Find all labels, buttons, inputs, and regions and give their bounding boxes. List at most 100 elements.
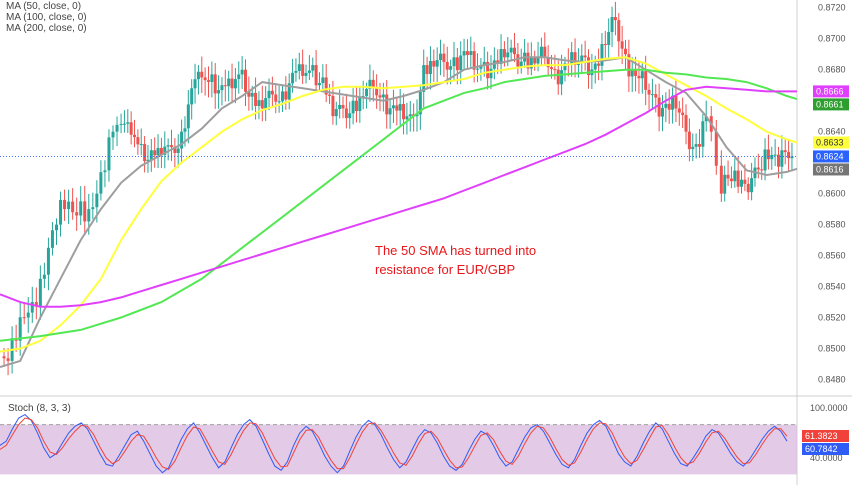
candle-body bbox=[408, 114, 412, 117]
candle-body bbox=[348, 113, 352, 119]
candle-body bbox=[439, 53, 443, 61]
candle-body bbox=[701, 121, 705, 147]
candle-body bbox=[465, 51, 469, 55]
candle-body bbox=[254, 92, 258, 107]
candle-body bbox=[163, 146, 167, 155]
candle-body bbox=[91, 207, 95, 210]
candle-body bbox=[617, 20, 621, 42]
candle-body bbox=[587, 57, 591, 76]
stoch-value-box bbox=[802, 430, 849, 442]
candle-body bbox=[391, 105, 395, 109]
candle-body bbox=[30, 302, 34, 313]
legend-ma200: MA (200, close, 0) bbox=[6, 23, 87, 34]
candle-body bbox=[773, 154, 777, 156]
price-label-box bbox=[813, 136, 849, 149]
candle-body bbox=[486, 61, 490, 79]
y-tick-label: 0.8540 bbox=[818, 282, 846, 292]
candle-body bbox=[223, 85, 227, 87]
candle-body bbox=[449, 66, 453, 70]
y-tick-label: 0.8560 bbox=[818, 251, 846, 261]
price-label: 0.8661 bbox=[816, 99, 844, 109]
candle-body bbox=[723, 174, 727, 194]
candle-body bbox=[472, 51, 476, 70]
candle-body bbox=[719, 165, 723, 194]
candle-body bbox=[149, 150, 153, 160]
candle-body bbox=[297, 64, 301, 71]
candle-body bbox=[220, 85, 224, 91]
candle-body bbox=[687, 131, 691, 150]
candle-body bbox=[489, 68, 493, 79]
y-tick-label: 0.8500 bbox=[818, 344, 846, 354]
candle-body bbox=[67, 201, 71, 210]
candle-body bbox=[694, 144, 698, 147]
candle-body bbox=[156, 147, 160, 156]
candle-body bbox=[79, 201, 83, 216]
candle-body bbox=[613, 17, 617, 21]
candle-body bbox=[583, 55, 587, 58]
candle-body bbox=[499, 49, 503, 64]
candle-body bbox=[143, 144, 147, 162]
candle-body bbox=[375, 88, 379, 96]
candle-body bbox=[684, 115, 688, 132]
candle-body bbox=[344, 108, 348, 119]
candle-body bbox=[620, 41, 624, 49]
candle-body bbox=[324, 77, 328, 95]
candle-body bbox=[240, 69, 244, 75]
y-tick-label: 0.8480 bbox=[818, 375, 846, 385]
candle-body bbox=[756, 167, 760, 170]
candle-body bbox=[570, 52, 574, 65]
candle-body bbox=[445, 61, 449, 70]
candle-body bbox=[38, 278, 42, 307]
stoch-k-line bbox=[0, 413, 788, 474]
candle-body bbox=[442, 53, 446, 62]
candle-body bbox=[22, 317, 26, 319]
candle-body bbox=[274, 94, 278, 102]
candle-body bbox=[200, 71, 204, 78]
candle-body bbox=[726, 174, 730, 179]
candle-body bbox=[455, 57, 459, 71]
candle-body bbox=[287, 83, 291, 100]
candle-body bbox=[492, 60, 496, 69]
candle-body bbox=[247, 91, 251, 97]
candle-body bbox=[681, 112, 685, 116]
candle-body bbox=[107, 137, 111, 171]
candle-body bbox=[553, 69, 557, 71]
candle-body bbox=[83, 201, 87, 222]
candle-body bbox=[763, 149, 767, 171]
candle-body bbox=[546, 57, 550, 68]
candle-body bbox=[637, 75, 641, 79]
candle-body bbox=[644, 71, 648, 90]
candle-body bbox=[294, 70, 298, 73]
candle-body bbox=[627, 54, 631, 77]
candle-body bbox=[170, 145, 174, 148]
candle-body bbox=[729, 178, 733, 182]
candle-body bbox=[136, 137, 140, 145]
stoch-value-label: 60.7842 bbox=[805, 444, 838, 454]
candle-body bbox=[311, 65, 315, 71]
price-label: 0.8624 bbox=[816, 151, 844, 161]
candle-body bbox=[196, 71, 200, 80]
stoch-legend: Stoch (8, 3, 3) bbox=[8, 403, 71, 414]
magenta-ma-line bbox=[0, 85, 797, 308]
candle-body bbox=[257, 100, 261, 107]
ma50-line bbox=[0, 56, 798, 369]
candle-body bbox=[341, 104, 345, 109]
candle-body bbox=[740, 179, 744, 187]
candle-body bbox=[260, 100, 264, 109]
candle-body bbox=[677, 108, 681, 113]
candle-body bbox=[270, 90, 274, 95]
candle-body bbox=[697, 144, 701, 147]
candle-body bbox=[790, 156, 794, 159]
candle-body bbox=[338, 104, 342, 110]
price-label-box bbox=[813, 85, 849, 98]
candle-body bbox=[533, 57, 537, 64]
price-label-box bbox=[813, 98, 849, 111]
candle-body bbox=[284, 91, 288, 100]
candle-body bbox=[129, 122, 133, 135]
price-label-box bbox=[813, 150, 849, 163]
candle-body bbox=[213, 74, 217, 94]
candle-body bbox=[183, 128, 187, 132]
candle-body bbox=[539, 46, 543, 58]
candle-body bbox=[186, 104, 190, 129]
